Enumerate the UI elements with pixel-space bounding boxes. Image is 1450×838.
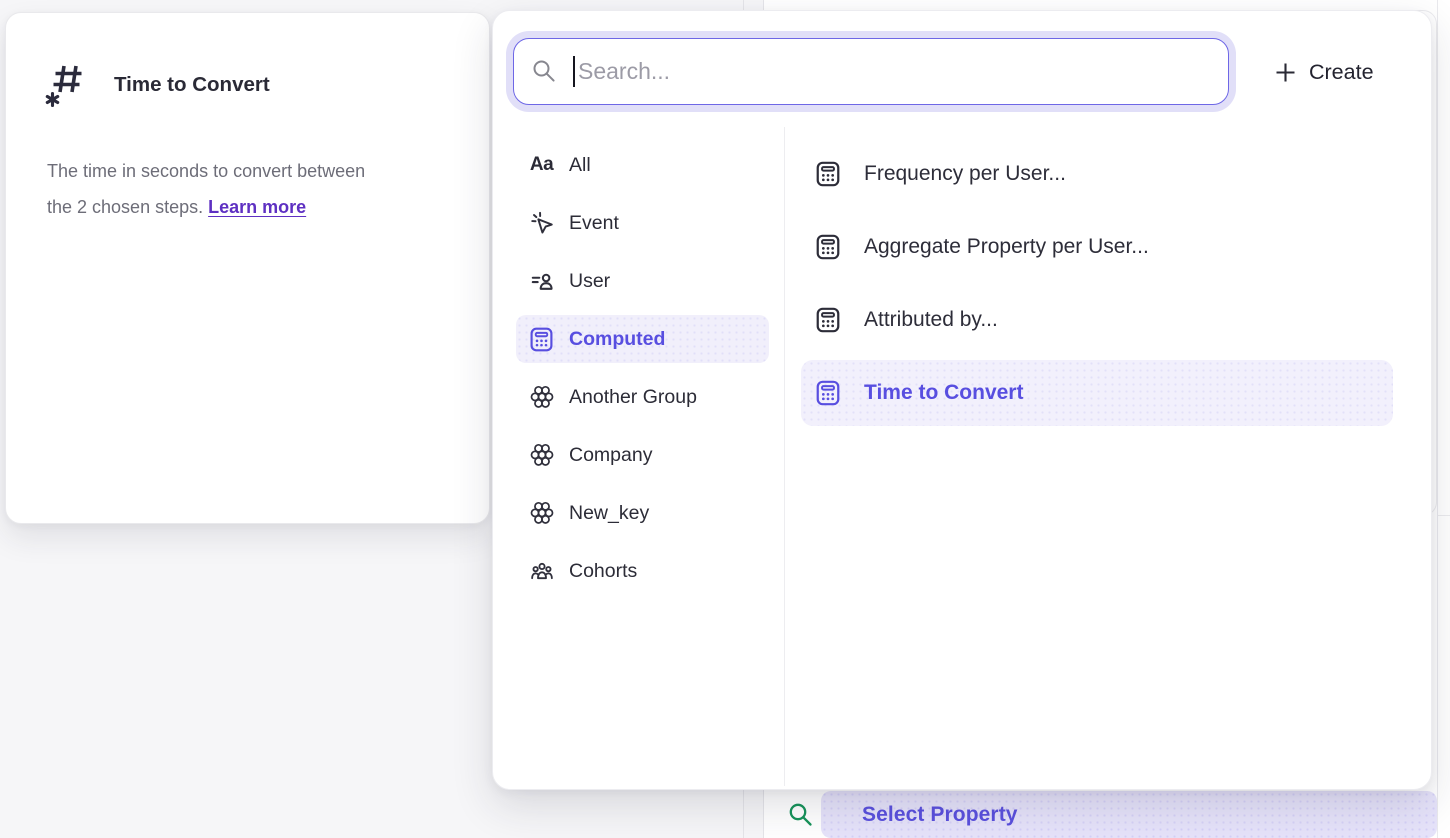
result-label: Frequency per User... (864, 162, 1066, 185)
background-card-edge (1437, 515, 1450, 516)
description-line1: The time in seconds to convert between (47, 161, 366, 181)
calculator-icon (814, 233, 842, 261)
aa-glyph: Aa (529, 154, 554, 175)
group-cluster-icon (528, 500, 555, 527)
group-cluster-icon (528, 384, 555, 411)
calculator-icon (528, 326, 555, 353)
category-list: Aa All Event (516, 141, 769, 595)
result-item-attributed-by[interactable]: Attributed by... (801, 287, 1393, 353)
calculator-icon (814, 160, 842, 188)
category-item-user[interactable]: User (516, 257, 769, 305)
select-property-button[interactable]: Select Property (821, 791, 1437, 838)
category-item-company[interactable]: Company (516, 431, 769, 479)
category-label: All (569, 153, 591, 176)
learn-more-link[interactable]: Learn more (208, 196, 307, 217)
select-property-row: Select Property (0, 790, 1450, 838)
create-button[interactable]: Create (1269, 49, 1380, 95)
category-label: Computed (569, 327, 666, 350)
category-label: Another Group (569, 385, 697, 408)
tooltip-description: The time in seconds to convert between t… (47, 154, 457, 225)
tooltip-title: Time to Convert (114, 73, 270, 96)
category-item-event[interactable]: Event (516, 199, 769, 247)
text-caret (573, 56, 575, 87)
calculator-icon (814, 379, 842, 407)
category-label: New_key (569, 501, 650, 524)
category-item-another-group[interactable]: Another Group (516, 373, 769, 421)
category-label: Cohorts (569, 559, 638, 582)
cohorts-people-icon (528, 558, 555, 585)
category-label: Event (569, 211, 619, 234)
calculator-icon (814, 306, 842, 334)
property-tooltip-card: Time to Convert The time in seconds to c… (5, 12, 490, 524)
plus-icon (1275, 62, 1296, 83)
group-cluster-icon (528, 442, 555, 469)
text-aa-icon: Aa (528, 152, 555, 179)
number-hash-icon (44, 57, 90, 109)
search-input[interactable] (578, 58, 1228, 85)
description-line2-prefix: the 2 chosen steps. (47, 196, 209, 217)
search-box[interactable] (513, 38, 1229, 105)
user-lines-icon (528, 268, 555, 295)
description-line2: the 2 chosen steps. Learn more (47, 197, 306, 217)
result-item-aggregate-property-per-user[interactable]: Aggregate Property per User... (801, 214, 1393, 280)
result-item-time-to-convert[interactable]: Time to Convert (801, 360, 1393, 426)
result-label: Aggregate Property per User... (864, 235, 1149, 258)
result-label: Time to Convert (864, 381, 1024, 404)
result-label: Attributed by... (864, 308, 998, 331)
results-list: Frequency per User... Aggregate Property… (801, 141, 1393, 426)
search-icon-green (787, 801, 815, 829)
result-item-frequency-per-user[interactable]: Frequency per User... (801, 141, 1393, 207)
create-button-label: Create (1309, 59, 1374, 84)
property-picker-panel: Create Aa All Event (492, 10, 1432, 790)
search-icon (531, 58, 558, 85)
select-property-label: Select Property (862, 802, 1018, 826)
category-item-computed[interactable]: Computed (516, 315, 769, 363)
category-item-new-key[interactable]: New_key (516, 489, 769, 537)
cursor-click-icon (528, 210, 555, 237)
panel-divider (784, 127, 785, 786)
background-card-edge (1437, 0, 1438, 838)
category-label: Company (569, 443, 653, 466)
category-label: User (569, 269, 611, 292)
category-item-cohorts[interactable]: Cohorts (516, 547, 769, 595)
category-item-all[interactable]: Aa All (516, 141, 769, 189)
